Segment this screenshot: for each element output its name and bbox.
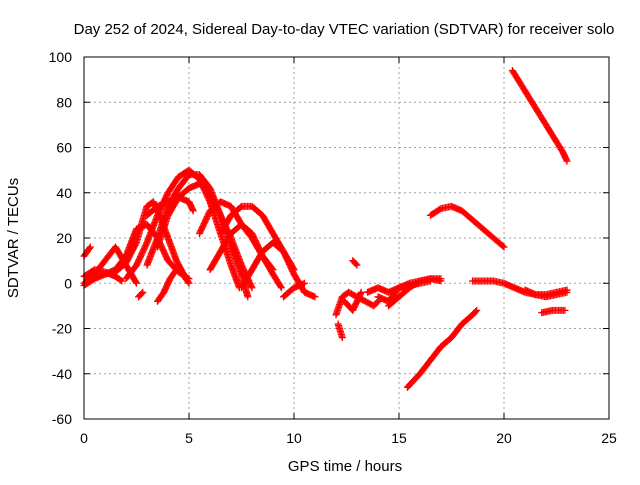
y-tick-label: 80 [56,94,72,110]
y-axis-label: SDTVAR / TECUs [5,178,22,298]
y-tick-label: -20 [52,321,72,337]
data-point [352,260,360,268]
x-tick-label: 5 [185,430,193,446]
data-point [357,288,365,296]
data-point [561,306,569,314]
data-points [80,67,571,391]
data-point [338,334,346,342]
data-point [138,289,146,297]
x-tick-label: 20 [496,430,512,446]
data-point [244,293,252,301]
data-point [277,284,285,292]
data-point [301,279,308,287]
y-tick-label: 60 [56,140,72,156]
data-point [185,279,193,287]
track-24 [403,306,481,391]
data-point [563,157,571,165]
data-point [86,243,94,251]
data-point [500,243,508,251]
data-point [247,282,255,290]
y-tick-label: 40 [56,185,72,201]
x-tick-label: 0 [80,430,88,446]
x-tick-label: 15 [391,430,407,446]
data-point [472,308,480,316]
data-point [473,306,481,314]
data-point [277,282,285,290]
track-19 [340,288,365,314]
x-tick-label: 25 [601,430,617,446]
data-point [117,276,125,284]
data-point [248,284,256,292]
data-point [311,293,319,301]
track-18 [334,320,346,342]
data-point [132,278,140,286]
y-tick-label: 100 [49,49,73,65]
plot-frame [83,56,610,420]
y-tick-label: -60 [52,411,72,427]
data-point [85,244,93,252]
data-point [353,261,361,269]
track-14 [206,220,285,292]
track-11 [154,266,193,305]
data-point [437,277,445,285]
chart-title: Day 252 of 2024, Sidereal Day-to-day VTE… [74,21,615,38]
y-tick-label: -40 [52,366,72,382]
data-point [184,278,192,286]
track-23 [385,275,445,310]
y-tick-label: 20 [56,230,72,246]
track-27 [521,286,571,301]
track-17 [332,288,382,319]
data-point [189,207,197,215]
data-point [139,288,147,296]
data-point [118,277,126,285]
x-axis-label: GPS time / hours [288,458,402,475]
data-point [133,279,140,287]
x-tick-label: 10 [286,430,302,446]
data-point [499,242,507,250]
y-tick-label: 0 [64,275,72,291]
track-10 [135,288,147,301]
track-25 [427,202,508,251]
data-point [373,298,381,306]
track-20 [349,257,361,269]
track-29 [508,67,571,165]
track-9 [143,193,197,219]
grid-lines [84,57,609,419]
track-16 [280,279,308,301]
data-point [563,288,571,296]
axis-ticks: 0 5 10 15 20 25 -60 -40 -20 0 20 40 60 80 100 [49,49,617,446]
track-28 [538,306,569,317]
